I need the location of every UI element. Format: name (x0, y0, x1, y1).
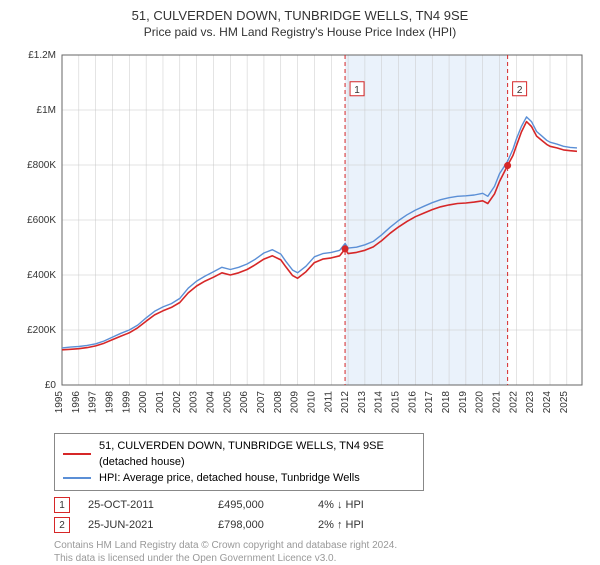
svg-text:2021: 2021 (492, 391, 503, 414)
svg-text:2015: 2015 (391, 391, 402, 414)
legend-label: HPI: Average price, detached house, Tunb… (99, 470, 360, 486)
svg-text:2013: 2013 (357, 391, 368, 414)
svg-text:2010: 2010 (306, 391, 317, 414)
svg-text:1998: 1998 (104, 391, 115, 414)
price-chart: £0 £200K £400K £600K £800K £1M £1.2M 1995 1996 19… (12, 45, 588, 425)
sale-markers-table: 1 25-OCT-2011£495,0004% ↓ HPI 2 25-JUN-2021… (54, 497, 588, 533)
svg-text:£1M: £1M (37, 105, 56, 116)
page-title: 51, CULVERDEN DOWN, TUNBRIDGE WELLS, TN4… (12, 8, 588, 23)
svg-text:2022: 2022 (508, 391, 519, 414)
svg-text:1996: 1996 (71, 391, 82, 414)
svg-text:2020: 2020 (475, 391, 486, 414)
marker-badge: 2 (54, 517, 70, 533)
legend-swatch (63, 453, 91, 455)
svg-text:2008: 2008 (273, 391, 284, 414)
svg-text:2: 2 (517, 85, 523, 96)
svg-text:£800K: £800K (27, 160, 56, 171)
svg-text:£400K: £400K (27, 270, 56, 281)
legend-label: 51, CULVERDEN DOWN, TUNBRIDGE WELLS, TN4… (99, 438, 415, 470)
svg-text:2007: 2007 (256, 391, 267, 414)
marker-row: 1 25-OCT-2011£495,0004% ↓ HPI (54, 497, 588, 513)
legend-swatch (63, 477, 91, 479)
footer-attribution: Contains HM Land Registry data © Crown c… (54, 539, 588, 565)
marker-delta: 4% ↓ HPI (318, 499, 438, 511)
svg-text:2004: 2004 (205, 391, 216, 414)
svg-text:2024: 2024 (542, 391, 553, 414)
svg-text:2001: 2001 (155, 391, 166, 414)
svg-text:1999: 1999 (121, 391, 132, 414)
svg-text:2017: 2017 (424, 391, 435, 414)
svg-text:2012: 2012 (340, 391, 351, 414)
legend: 51, CULVERDEN DOWN, TUNBRIDGE WELLS, TN4… (54, 433, 424, 491)
svg-text:2000: 2000 (138, 391, 149, 414)
svg-text:2018: 2018 (441, 391, 452, 414)
svg-text:£600K: £600K (27, 215, 56, 226)
svg-text:£200K: £200K (27, 325, 56, 336)
svg-text:£1.2M: £1.2M (28, 50, 56, 61)
svg-text:2019: 2019 (458, 391, 469, 414)
svg-text:1995: 1995 (54, 391, 65, 414)
svg-text:2025: 2025 (559, 391, 570, 414)
marker-price: £495,000 (218, 499, 318, 511)
svg-text:1997: 1997 (88, 391, 99, 414)
legend-item: HPI: Average price, detached house, Tunb… (63, 470, 415, 486)
legend-item: 51, CULVERDEN DOWN, TUNBRIDGE WELLS, TN4… (63, 438, 415, 470)
marker-badge: 1 (54, 497, 70, 513)
svg-text:2023: 2023 (525, 391, 536, 414)
marker-delta: 2% ↑ HPI (318, 519, 438, 531)
svg-text:£0: £0 (45, 380, 57, 391)
svg-text:2003: 2003 (189, 391, 200, 414)
page-subtitle: Price paid vs. HM Land Registry's House … (12, 25, 588, 39)
marker-row: 2 25-JUN-2021£798,0002% ↑ HPI (54, 517, 588, 533)
svg-text:2014: 2014 (374, 391, 385, 414)
svg-text:2002: 2002 (172, 391, 183, 414)
svg-text:2016: 2016 (407, 391, 418, 414)
svg-text:2009: 2009 (290, 391, 301, 414)
marker-date: 25-OCT-2011 (88, 499, 218, 511)
marker-price: £798,000 (218, 519, 318, 531)
svg-text:1: 1 (354, 85, 360, 96)
footer-line-1: Contains HM Land Registry data © Crown c… (54, 539, 588, 552)
svg-text:2005: 2005 (222, 391, 233, 414)
marker-date: 25-JUN-2021 (88, 519, 218, 531)
footer-line-2: This data is licensed under the Open Gov… (54, 552, 588, 565)
svg-text:2011: 2011 (323, 391, 334, 413)
svg-text:2006: 2006 (239, 391, 250, 414)
